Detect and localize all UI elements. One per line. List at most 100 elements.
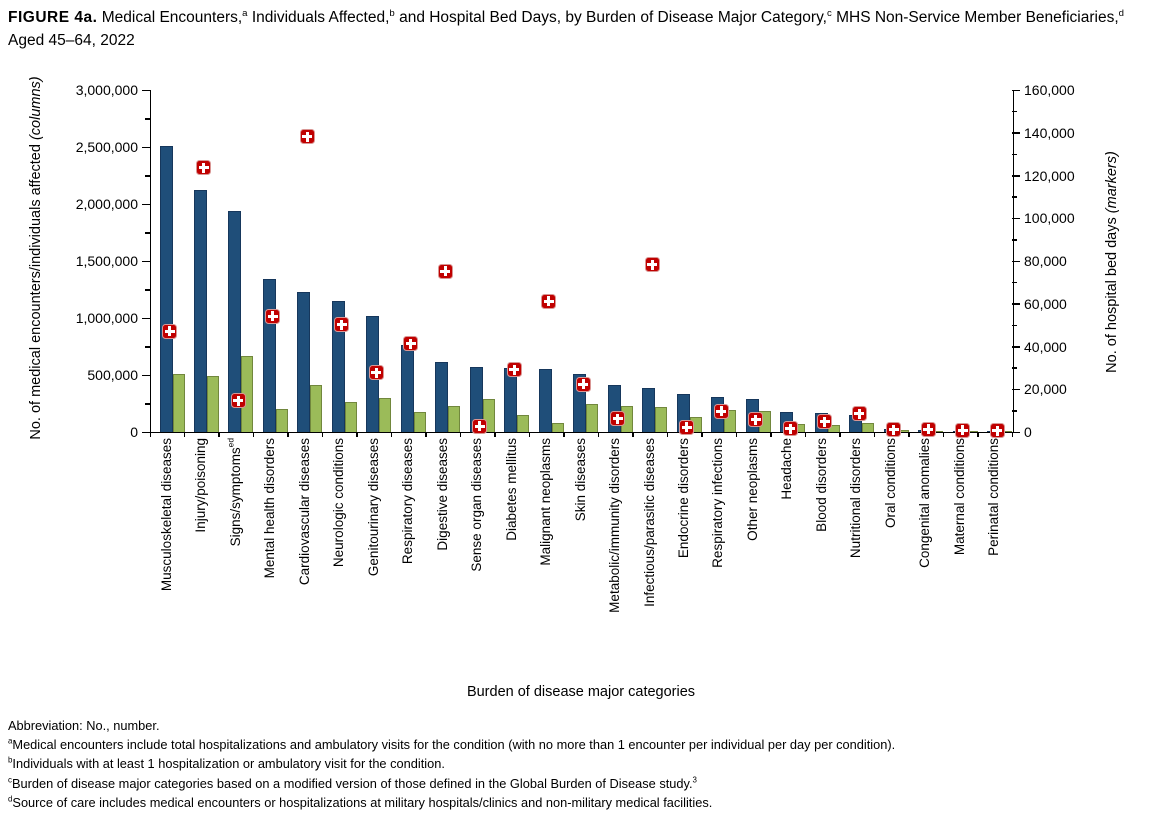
bar-individuals-affected <box>379 397 392 432</box>
marker-hospital-bed-days <box>955 422 971 438</box>
bar-individuals-affected <box>448 406 461 432</box>
bar-medical-encounters <box>159 145 173 432</box>
bar-medical-encounters <box>400 345 414 432</box>
x-tick-label: Headache <box>779 438 795 500</box>
plot-area <box>150 90 1014 433</box>
right-axis-minor-tick <box>1012 110 1017 113</box>
right-axis-major-tick <box>1012 217 1020 220</box>
left-axis-major-tick <box>142 374 150 376</box>
right-axis-major-tick <box>1012 388 1020 391</box>
left-axis-major-tick <box>142 89 150 91</box>
right-axis-minor-tick <box>1012 410 1017 412</box>
left-axis-major-tick <box>142 260 150 262</box>
bar-medical-encounters <box>193 189 207 432</box>
x-tick-label: Maternal conditions <box>951 438 967 556</box>
x-axis-tick <box>149 432 151 437</box>
marker-hospital-bed-days <box>575 376 591 392</box>
marker-hospital-bed-days <box>610 411 626 427</box>
right-axis-minor-tick <box>1012 324 1017 327</box>
marker-hospital-bed-days <box>851 406 867 422</box>
left-axis-minor-tick <box>145 118 150 120</box>
marker-hospital-bed-days <box>472 418 488 434</box>
left-axis-minor-tick <box>145 289 150 291</box>
bar-individuals-affected <box>344 402 357 432</box>
x-tick-label: Mental health disorders <box>262 438 278 579</box>
bar-individuals-affected <box>275 408 288 432</box>
bar-individuals-affected <box>310 384 323 432</box>
right-axis-minor-tick <box>1012 196 1017 198</box>
x-axis-tick <box>459 432 462 437</box>
x-tick-label: Respiratory infections <box>710 438 726 568</box>
right-axis-tick-label: 100,000 <box>1024 210 1075 227</box>
x-tick-label: Cardiovascular diseases <box>296 438 312 586</box>
right-axis-minor-tick <box>1012 239 1017 241</box>
left-axis-tick-label: 0 <box>130 424 138 440</box>
x-axis-tick <box>321 432 324 437</box>
right-axis-tick-label: 60,000 <box>1024 295 1067 312</box>
x-tick-label: Signs/symptomsed <box>225 438 243 547</box>
marker-hospital-bed-days <box>782 421 798 437</box>
left-axis-minor-tick <box>145 346 150 348</box>
x-axis-tick <box>666 432 669 437</box>
right-axis-major-tick <box>1012 175 1020 177</box>
bar-individuals-affected <box>206 376 219 432</box>
x-tick-label: Musculoskeletal diseases <box>158 438 174 592</box>
footnotes: Abbreviation: No., number. aMedical encou… <box>8 716 1146 812</box>
bar-medical-encounters <box>435 361 449 432</box>
x-tick-label: Congenital anomalies <box>917 438 933 568</box>
right-axis-tick-label: 140,000 <box>1024 124 1075 141</box>
marker-hospital-bed-days <box>196 160 212 176</box>
right-axis-minor-tick <box>1012 281 1017 284</box>
left-axis-title: No. of medical encounters/individuals af… <box>28 76 44 440</box>
x-tick-label: Nutritional disorders <box>848 438 864 559</box>
left-axis-major-tick <box>142 317 150 319</box>
marker-hospital-bed-days <box>265 308 281 324</box>
right-axis-major-tick <box>1012 260 1020 262</box>
bar-medical-encounters <box>469 367 483 432</box>
marker-hospital-bed-days <box>713 403 729 419</box>
bar-individuals-affected <box>551 423 564 432</box>
x-axis-tick <box>425 432 427 437</box>
footnote-1: aMedical encounters include total hospit… <box>8 736 896 753</box>
left-axis-major-tick <box>142 431 150 433</box>
marker-hospital-bed-days <box>748 412 764 428</box>
x-tick-label: Infectious/parasitic diseases <box>641 438 657 607</box>
x-axis-tick <box>632 432 634 437</box>
right-axis-tick-label: 20,000 <box>1024 381 1067 398</box>
right-axis-major-tick <box>1012 89 1020 91</box>
x-axis-tick <box>597 432 600 437</box>
marker-hospital-bed-days <box>817 414 833 430</box>
right-axis-minor-tick <box>1012 367 1017 369</box>
marker-hospital-bed-days <box>437 263 453 279</box>
x-tick-label: Endocrine disorders <box>676 438 691 559</box>
bar-individuals-affected <box>586 403 599 432</box>
footnote-0: Abbreviation: No., number. <box>8 718 160 733</box>
x-axis-tick <box>183 432 186 437</box>
right-axis-major-tick <box>1012 431 1020 433</box>
left-axis-major-tick <box>142 203 150 205</box>
footnote-4: dSource of care includes medical encount… <box>8 794 713 810</box>
footnote-3: cBurden of disease major categories base… <box>8 775 697 791</box>
x-axis-tick <box>735 432 738 437</box>
x-axis-tick <box>287 432 289 437</box>
x-axis-tick <box>804 432 807 437</box>
x-axis-tick <box>252 432 255 437</box>
x-tick-label: Other neoplasms <box>744 438 760 541</box>
footnote-2: bIndividuals with at least 1 hospitaliza… <box>8 756 445 772</box>
x-axis-tick <box>528 432 531 437</box>
bar-individuals-affected <box>172 374 185 432</box>
left-axis-minor-tick <box>145 232 150 234</box>
left-axis-tick-label: 500,000 <box>87 367 138 383</box>
x-tick-label: Neurologic conditions <box>331 438 347 568</box>
right-axis-major-tick <box>1012 346 1020 348</box>
marker-hospital-bed-days <box>886 422 902 438</box>
marker-hospital-bed-days <box>679 419 695 435</box>
right-axis-major-tick <box>1012 132 1020 134</box>
left-axis-major-tick <box>142 146 150 148</box>
x-tick-label: Blood disorders <box>813 438 829 532</box>
bar-medical-encounters <box>331 300 345 432</box>
marker-hospital-bed-days <box>230 393 246 408</box>
left-axis-tick-label: 2,000,000 <box>75 196 138 212</box>
x-tick-label: Genitourinary diseases <box>365 438 381 577</box>
x-tick-label: Perinatal conditions <box>986 438 1002 556</box>
